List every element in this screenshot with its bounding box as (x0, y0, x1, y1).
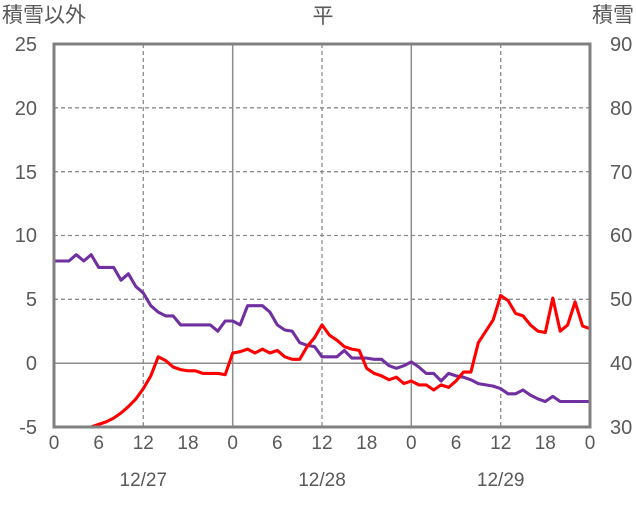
svg-text:0: 0 (49, 433, 60, 454)
svg-text:12/29: 12/29 (477, 470, 525, 491)
svg-text:18: 18 (535, 433, 556, 454)
svg-text:12: 12 (490, 433, 511, 454)
svg-text:18: 18 (356, 433, 377, 454)
svg-text:90: 90 (610, 34, 632, 56)
svg-text:60: 60 (610, 225, 632, 247)
svg-text:40: 40 (610, 353, 632, 375)
svg-text:18: 18 (177, 433, 198, 454)
svg-text:5: 5 (26, 289, 37, 311)
svg-text:70: 70 (610, 162, 632, 184)
svg-text:80: 80 (610, 98, 632, 120)
svg-text:12: 12 (133, 433, 154, 454)
svg-text:10: 10 (15, 225, 37, 247)
svg-text:積雪: 積雪 (592, 0, 634, 29)
svg-text:30: 30 (610, 417, 632, 439)
svg-text:25: 25 (15, 34, 37, 56)
svg-text:-5: -5 (19, 417, 37, 439)
svg-text:12/28: 12/28 (298, 470, 346, 491)
svg-text:0: 0 (406, 433, 417, 454)
svg-text:20: 20 (15, 98, 37, 120)
svg-text:積雪以外: 積雪以外 (2, 0, 86, 29)
svg-text:50: 50 (610, 289, 632, 311)
svg-text:6: 6 (272, 433, 283, 454)
svg-text:6: 6 (93, 433, 104, 454)
svg-text:6: 6 (451, 433, 462, 454)
svg-text:0: 0 (227, 433, 238, 454)
svg-text:平: 平 (313, 0, 334, 30)
svg-text:12/27: 12/27 (120, 470, 168, 491)
svg-text:0: 0 (585, 433, 596, 454)
svg-text:12: 12 (311, 433, 332, 454)
svg-text:15: 15 (15, 162, 37, 184)
svg-text:0: 0 (26, 353, 37, 375)
